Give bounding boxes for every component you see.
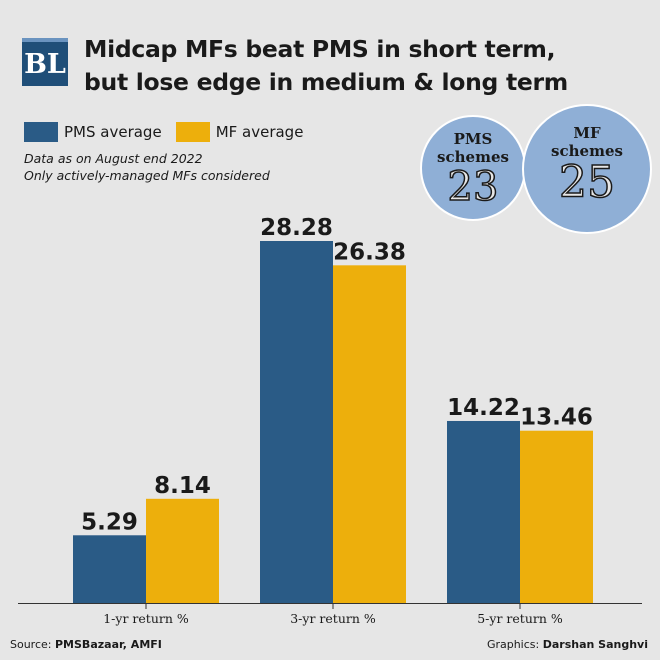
data-label-pms-3: 14.22 bbox=[447, 395, 520, 421]
legend-swatch-pms bbox=[24, 122, 58, 142]
data-label-pms-1: 5.29 bbox=[81, 509, 138, 535]
legend: PMS average MF average bbox=[24, 122, 317, 142]
x-tick-label-1: 1-yr return % bbox=[103, 611, 189, 626]
mf-bubble-line2: schemes bbox=[551, 142, 623, 160]
x-tick-label-2: 3-yr return % bbox=[290, 611, 376, 626]
x-tick-label-3: 5-yr return % bbox=[477, 611, 563, 626]
mf-schemes-bubble: MF schemes 25 bbox=[522, 104, 652, 234]
bar-pms-3 bbox=[447, 420, 520, 603]
chart-title: Midcap MFs beat PMS in short term, but l… bbox=[84, 33, 644, 99]
note-date: Data as on August end 2022 bbox=[24, 151, 203, 166]
pms-scheme-count: 23 bbox=[447, 164, 499, 210]
graphics-text: Darshan Sanghvi bbox=[542, 638, 648, 651]
bar-mf-1 bbox=[146, 498, 219, 603]
data-label-mf-3: 13.46 bbox=[520, 405, 593, 431]
legend-label-mf: MF average bbox=[215, 123, 304, 141]
legend-label-pms: PMS average bbox=[64, 123, 162, 141]
data-label-pms-2: 28.28 bbox=[260, 215, 333, 241]
mf-bubble-line1: MF bbox=[573, 124, 601, 142]
graphics-credit: Graphics: Darshan Sanghvi bbox=[487, 638, 648, 651]
source-text: PMSBazaar, AMFI bbox=[55, 638, 162, 651]
pms-bubble-line1: PMS bbox=[453, 130, 493, 148]
bar-mf-3 bbox=[520, 430, 593, 603]
note-scope: Only actively-managed MFs considered bbox=[24, 168, 270, 183]
data-label-mf-1: 8.14 bbox=[154, 473, 211, 499]
source-prefix: Source: bbox=[10, 638, 52, 651]
graphics-prefix: Graphics: bbox=[486, 638, 540, 651]
pms-bubble-line2: schemes bbox=[437, 148, 509, 166]
pms-schemes-bubble: PMS schemes 23 bbox=[420, 115, 526, 221]
bar-pms-2 bbox=[260, 241, 333, 603]
notes: Data as on August end 2022 Only actively… bbox=[24, 150, 270, 184]
title-line-1: Midcap MFs beat PMS in short term, bbox=[84, 35, 556, 63]
data-label-mf-2: 26.38 bbox=[333, 239, 406, 265]
mf-scheme-count: 25 bbox=[558, 157, 616, 208]
source-credit: Source: PMSBazaar, AMFI bbox=[10, 638, 162, 651]
title-line-2: but lose edge in medium & long term bbox=[84, 68, 568, 96]
bar-pms-1 bbox=[73, 535, 146, 603]
logo-text: BL bbox=[24, 48, 66, 80]
bl-logo: BL bbox=[22, 38, 68, 86]
legend-swatch-mf bbox=[175, 122, 210, 142]
bar-mf-2 bbox=[333, 265, 406, 603]
